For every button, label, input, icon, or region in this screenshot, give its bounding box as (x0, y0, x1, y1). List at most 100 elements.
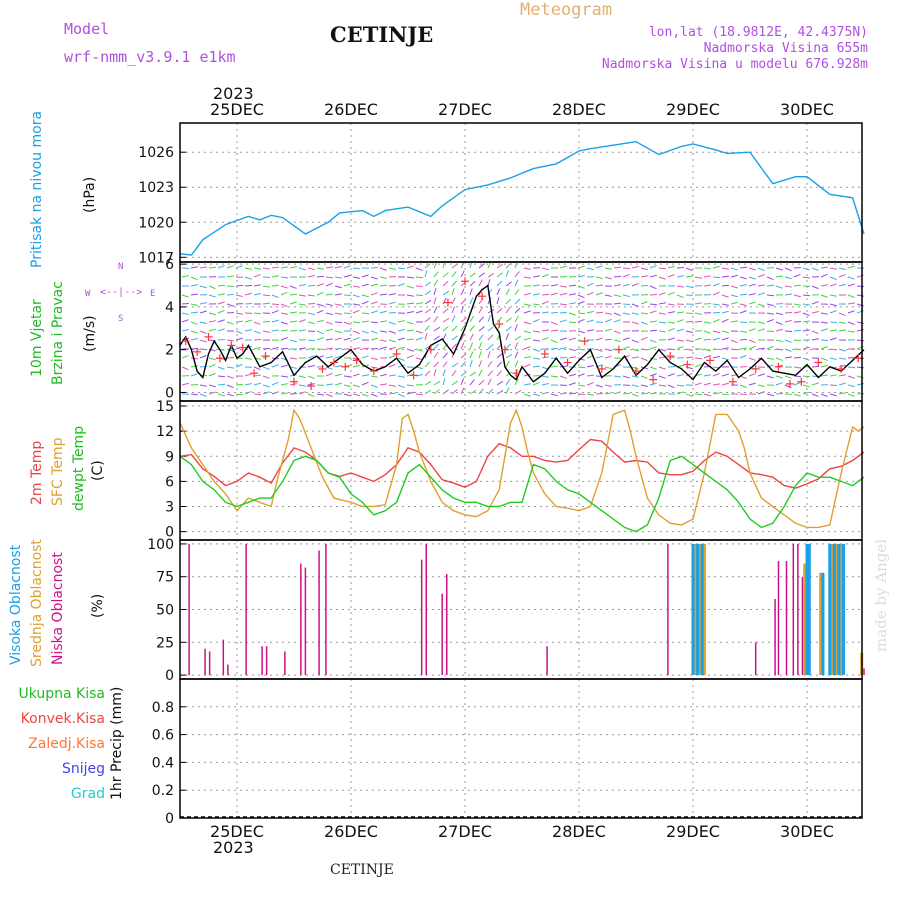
wind-barb-icon (730, 267, 738, 271)
wind-barb-icon (856, 321, 864, 325)
wind-barb-icon (379, 320, 387, 323)
wind-barb-icon (226, 293, 235, 296)
wind-barb-icon (523, 373, 531, 377)
wind-barb-icon (271, 294, 279, 299)
wind-barb-icon (217, 366, 225, 370)
wind-barb-icon (532, 365, 541, 368)
wind-barb-icon (640, 348, 649, 351)
wind-barb-icon (604, 294, 612, 297)
wind-barb-icon (640, 267, 648, 271)
wind-barb-icon (253, 346, 261, 350)
wind-barb-icon (694, 276, 702, 279)
wind-barb-icon (820, 364, 828, 368)
wind-barb-icon (316, 275, 325, 278)
wind-barb-icon (496, 380, 504, 386)
wind-barb-icon (361, 283, 369, 287)
bar-cloud-high (807, 543, 811, 676)
precip-legend-freezing: Zaledj.Kisa (28, 736, 105, 752)
panel-frame (179, 261, 863, 402)
wind-barb-icon (307, 365, 315, 368)
wind-barb-icon (712, 283, 720, 287)
wind-barb-icon (541, 300, 549, 305)
wind-barb-icon (280, 321, 288, 325)
wind-barb-icon (190, 373, 198, 377)
wind-barb-icon (739, 338, 748, 341)
wind-barb-icon (370, 337, 378, 341)
wind-barb-icon (433, 343, 440, 350)
bar-cloud-low (188, 543, 190, 676)
bar-cloud-mid (702, 543, 706, 676)
wind-barb-icon (352, 337, 360, 341)
wind-barb-icon (820, 294, 828, 298)
wind-barb-icon (820, 346, 828, 350)
wind-barb-icon (226, 285, 235, 288)
wind-barb-icon (397, 364, 405, 368)
wind-barb-icon (208, 294, 216, 298)
wind-barb-icon (793, 375, 802, 378)
wind-barb-icon (352, 321, 361, 324)
wind-barb-icon (280, 266, 288, 269)
wind-barb-icon (289, 266, 297, 269)
wind-barb-icon (640, 336, 648, 341)
wind-barb-icon (325, 356, 333, 359)
wind-barb-icon (532, 318, 540, 323)
wind-barb-icon (676, 339, 684, 342)
y-tick-label: 25 (156, 635, 174, 651)
wind-barb-icon (721, 284, 730, 287)
station-title: CETINJE (330, 22, 434, 47)
wind-barb-icon (217, 328, 225, 332)
wind-barb-icon (460, 317, 467, 323)
wind-barb-icon (649, 382, 657, 386)
wind-barb-icon (532, 348, 540, 352)
wind-barb-icon (280, 329, 288, 332)
wind-barb-icon (622, 303, 631, 306)
wind-barb-icon (415, 393, 424, 396)
wind-barb-icon (622, 283, 630, 287)
wind-barb-icon (730, 339, 738, 344)
wind-barb-icon (532, 293, 540, 296)
wind-barb-icon (676, 285, 684, 288)
wind-barb-icon (649, 357, 657, 361)
wind-barb-icon (280, 303, 288, 308)
wind-barb-icon (514, 324, 518, 332)
wind-barb-icon (271, 284, 280, 287)
bar-cloud-mid (830, 543, 834, 676)
wind-barb-icon (748, 382, 756, 386)
wind-barb-icon (460, 387, 465, 395)
wind-barb-icon (775, 321, 783, 325)
wind-barb-icon (379, 284, 388, 287)
wind-barb-icon (235, 320, 244, 323)
day-label-top: 26DEC (324, 100, 378, 119)
wind-barb-icon (559, 356, 568, 359)
wind-barb-icon (514, 298, 521, 305)
wind-barb-icon (217, 309, 225, 314)
wind-barb-icon (289, 357, 298, 360)
wind-barb-icon (451, 343, 457, 350)
wind-barb-icon (784, 267, 792, 272)
wind-barb-icon (838, 364, 846, 368)
wind-barb-icon (379, 330, 387, 333)
wind-barb-icon (577, 312, 586, 315)
wind-barb-icon (379, 339, 387, 342)
wind-barb-icon (694, 312, 702, 315)
wind-barb-icon (415, 267, 423, 271)
y-tick-label: 0.6 (152, 728, 174, 744)
wind-barb-icon (478, 326, 485, 332)
wind-barb-icon (469, 325, 475, 332)
wind-barb-icon (316, 309, 324, 314)
wind-barb-icon (550, 375, 559, 378)
series-line-sfc-temp (179, 408, 865, 529)
wind-barb-icon (424, 308, 432, 314)
wind-barb-icon (406, 265, 414, 269)
wind-barb-icon (307, 312, 315, 316)
bar-cloud-mid (839, 543, 843, 676)
wind-barb-icon (829, 374, 837, 377)
wind-barb-icon (316, 283, 324, 287)
wind-barb-icon (199, 354, 207, 359)
wind-barb-icon (613, 375, 622, 378)
y-tick-label: 6 (165, 257, 174, 273)
wind-barb-icon (388, 301, 396, 305)
wind-barb-icon (703, 382, 711, 386)
wind-barb-icon (793, 366, 801, 369)
wind-barb-icon (631, 356, 639, 359)
